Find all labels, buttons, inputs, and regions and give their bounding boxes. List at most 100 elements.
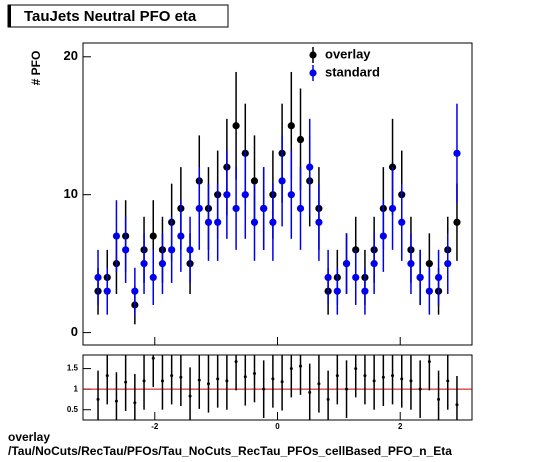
data-point [333, 287, 341, 295]
data-point [112, 232, 121, 240]
plot-frame [82, 354, 473, 421]
data-point [444, 260, 452, 268]
y-axis-label: # PFO [29, 51, 43, 86]
data-point [326, 397, 330, 401]
data-point [335, 374, 339, 378]
y-tick-label: 0 [71, 324, 78, 339]
data-point [407, 260, 415, 268]
data-point [262, 387, 266, 391]
data-point [306, 163, 314, 171]
data-point [271, 377, 275, 381]
data-point [188, 394, 192, 398]
data-point [361, 287, 369, 295]
data-point [252, 372, 256, 376]
data-point [345, 387, 349, 391]
data-point [250, 218, 259, 226]
data-point [197, 378, 201, 382]
data-point [269, 218, 277, 226]
data-point [354, 367, 358, 371]
data-point [131, 287, 139, 295]
chart-title: TauJets Neutral PFO eta [24, 8, 197, 25]
data-point [149, 273, 157, 282]
data-point [232, 122, 240, 130]
data-point [437, 397, 441, 401]
legend-marker [309, 69, 317, 77]
data-point [425, 287, 433, 295]
data-point [158, 260, 167, 268]
data-point [453, 218, 461, 226]
footer-path: /Tau/NoCuts/RecTau/PFOs/Tau_NoCuts_RecTa… [8, 444, 452, 458]
y-tick-label: 10 [64, 186, 78, 201]
y-tick-label: 20 [64, 48, 78, 63]
data-point [370, 260, 378, 268]
data-point [418, 387, 422, 391]
data-point [160, 379, 164, 383]
data-point [296, 204, 305, 213]
data-point [372, 379, 376, 383]
data-point [122, 246, 130, 254]
data-point [151, 356, 155, 360]
data-point [124, 380, 128, 384]
data-point [216, 377, 220, 381]
y-tick-label: 1.5 [67, 364, 79, 373]
data-point [186, 246, 194, 254]
data-point [140, 260, 148, 268]
data-point [391, 374, 395, 378]
data-point [96, 397, 100, 401]
data-point [409, 379, 413, 383]
footer-label: overlay [8, 430, 50, 444]
legend-label: standard [325, 64, 380, 79]
data-point [379, 232, 387, 240]
data-point [133, 401, 137, 405]
title-box-edge [8, 5, 11, 27]
x-tick-label: 0 [275, 422, 280, 431]
y-tick-label: 0.5 [67, 405, 79, 414]
x-tick-label: -2 [151, 422, 159, 431]
data-point [317, 382, 321, 386]
data-point [225, 379, 229, 383]
data-point [243, 375, 247, 379]
data-point [455, 403, 459, 407]
data-point [388, 204, 397, 213]
data-point [427, 360, 431, 364]
data-point [446, 379, 450, 383]
data-point [400, 377, 404, 381]
data-point [195, 204, 203, 213]
data-point [289, 367, 293, 371]
legend-marker [309, 51, 317, 59]
data-point [324, 273, 332, 282]
data-point [287, 122, 295, 130]
data-point [352, 273, 360, 282]
data-point [206, 382, 210, 386]
data-point [177, 232, 185, 240]
data-point [352, 246, 360, 254]
data-point [232, 204, 240, 213]
data-point [280, 380, 284, 384]
data-point [179, 375, 183, 379]
data-point [381, 375, 385, 379]
data-point [103, 287, 111, 295]
data-point [453, 149, 461, 157]
data-point [234, 360, 238, 364]
data-point [214, 218, 222, 226]
data-point [204, 218, 213, 226]
data-point [363, 374, 367, 378]
data-point [296, 135, 305, 144]
data-point [342, 260, 351, 268]
data-point [149, 232, 157, 240]
legend-label: overlay [325, 46, 371, 61]
data-point [260, 204, 268, 213]
data-point [416, 273, 424, 282]
data-point [315, 218, 323, 226]
data-point [425, 260, 433, 268]
y-tick-label: 1 [74, 384, 79, 393]
data-point [299, 364, 303, 368]
data-point [94, 273, 102, 282]
data-point [114, 399, 118, 403]
data-point [142, 379, 146, 383]
data-point [287, 191, 295, 199]
data-point [398, 218, 406, 226]
data-point [105, 374, 109, 378]
data-point [241, 191, 249, 199]
